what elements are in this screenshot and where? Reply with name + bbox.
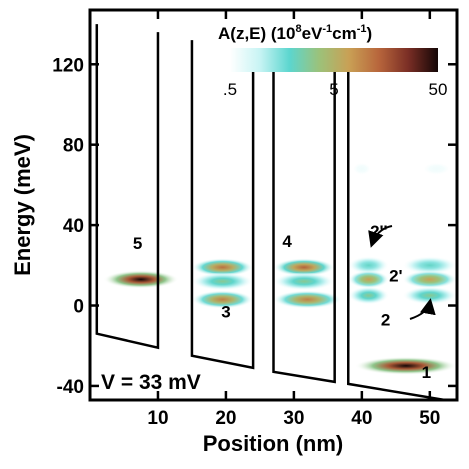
arrow-2 — [409, 298, 436, 320]
state-density-band — [402, 256, 457, 275]
colorbar-tick-label: .5 — [223, 80, 237, 99]
barrier-profile-line — [347, 68, 453, 400]
colorbar-tick-label: 5 — [329, 80, 338, 99]
state-density-band — [348, 159, 376, 178]
state-density-band — [355, 356, 457, 375]
annotation-arrows — [368, 225, 436, 320]
state-density-band — [348, 256, 390, 275]
state-density-band — [103, 270, 179, 289]
x-tick-label: 50 — [419, 408, 440, 429]
arrow-2-double-prime — [368, 225, 393, 248]
x-axis-ticks: 10 20 30 40 50 — [147, 10, 440, 429]
state-label: 2' — [389, 266, 403, 285]
bias-voltage-label: V = 33 mV — [101, 371, 201, 394]
y-axis-ticks: -40 0 40 80 120 — [52, 55, 457, 398]
state-density-band — [273, 272, 335, 291]
colorbar: A(z,E) (108eV-1cm-1) .5 5 50 — [218, 23, 447, 99]
y-tick-label: 40 — [63, 216, 84, 237]
state-label: 3 — [221, 303, 230, 322]
state-density-band — [191, 258, 254, 277]
state-density-band — [402, 270, 457, 289]
state-label: 2 — [381, 311, 390, 330]
x-tick-label: 10 — [147, 408, 168, 429]
plot-frame — [88, 8, 459, 402]
colorbar-title: A(z,E) (108eV-1cm-1) — [218, 23, 372, 43]
state-density-band — [191, 290, 254, 309]
state-label: 1 — [422, 363, 431, 382]
x-tick-label: 30 — [283, 408, 304, 429]
y-tick-label: 120 — [52, 55, 84, 76]
spectral-density-layer — [103, 159, 457, 375]
y-axis-label: Energy (meV) — [10, 134, 35, 276]
state-label: 4 — [282, 232, 292, 251]
barrier-profile-line — [95, 24, 160, 350]
state-density-band — [416, 159, 457, 178]
state-density-band — [273, 258, 335, 277]
potential-profile — [95, 24, 453, 400]
colorbar-tick-label: 50 — [429, 80, 448, 99]
y-tick-label: 0 — [73, 297, 84, 318]
state-density-band — [348, 270, 390, 289]
barrier-profile-line — [272, 54, 336, 384]
y-tick-label: -40 — [57, 377, 84, 398]
state-density-band — [191, 272, 254, 291]
state-density-band — [348, 286, 390, 305]
y-tick-label: 80 — [63, 136, 84, 157]
colorbar-ticks: .5 5 50 — [223, 80, 448, 99]
barrier-profile-line — [190, 40, 255, 370]
state-label: 5 — [133, 234, 142, 253]
state-density-band — [402, 286, 457, 305]
state-density-band — [273, 290, 342, 309]
x-tick-label: 20 — [215, 408, 236, 429]
x-tick-label: 40 — [351, 408, 372, 429]
x-axis-label: Position (nm) — [203, 431, 344, 456]
colorbar-bar — [230, 48, 438, 72]
